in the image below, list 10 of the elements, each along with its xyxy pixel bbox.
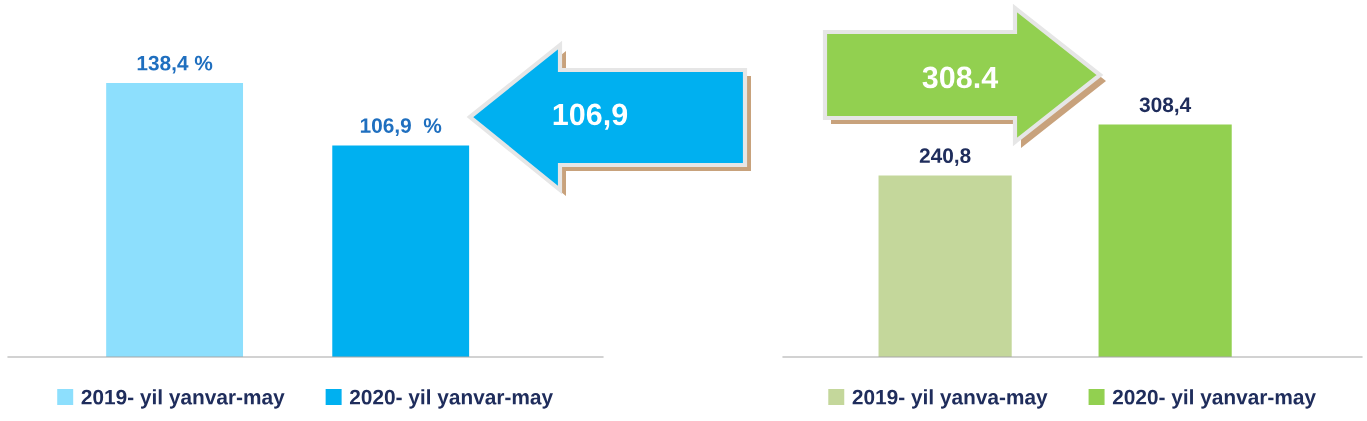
text: 308.4 (922, 66, 999, 89)
legend-label: 2019- yil yanva-may (852, 389, 1048, 409)
annotation: 106,9 (553, 103, 628, 130)
data-label: 240,8 (919, 148, 971, 167)
data-label: 308,4 (1139, 97, 1192, 116)
legend-label: 2020- yil yanvar-may (349, 389, 553, 409)
legend-label: 2020- yil yanvar-may (1112, 389, 1316, 409)
data-label: 106,9 % (360, 118, 442, 136)
legend-label: 2019- yil yanvar-may (81, 389, 285, 409)
data-label: 138,4 % (137, 55, 213, 74)
